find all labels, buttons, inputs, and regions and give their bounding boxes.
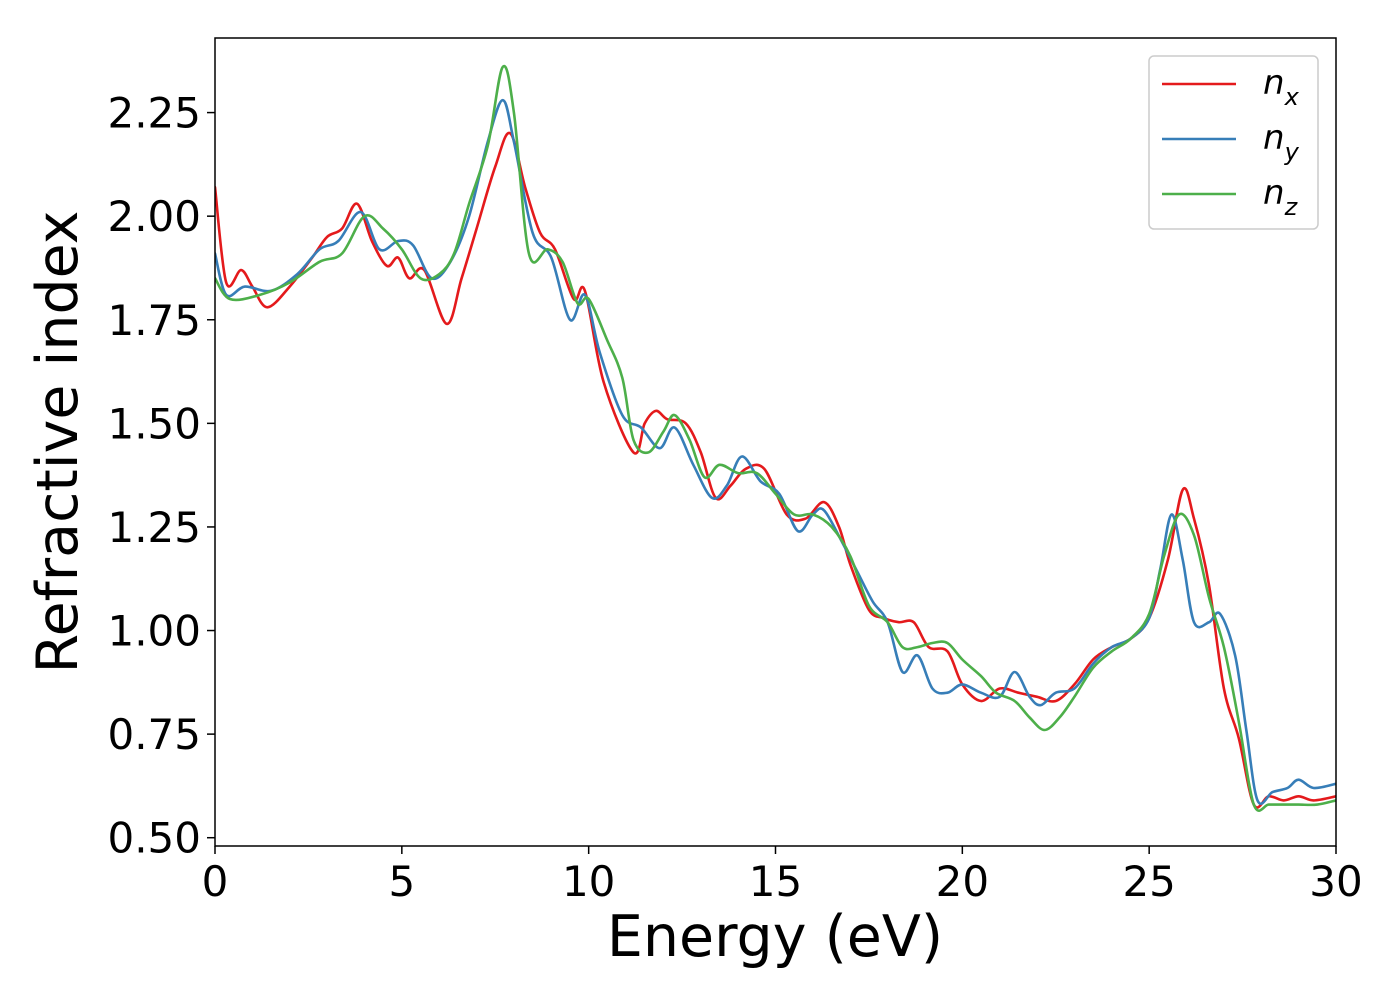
y-axis: 0.50 0.75 1.00 1.25 1.50 1.75 2.00 2.25 <box>107 89 215 863</box>
series-line-y <box>215 98 1336 806</box>
y-tick-label: 1.50 <box>107 399 201 448</box>
x-axis: 0 5 10 15 20 25 30 <box>202 846 1363 906</box>
x-tick-label: 0 <box>202 857 229 906</box>
y-tick-label: 2.00 <box>107 192 201 241</box>
y-tick-label: 1.75 <box>107 296 201 345</box>
series-layer <box>215 64 1336 812</box>
x-tick-label: 15 <box>749 857 802 906</box>
y-tick-label: 0.50 <box>107 814 201 863</box>
y-tick-label: 0.75 <box>107 710 201 759</box>
legend-label-y: ny <box>1263 118 1300 166</box>
x-tick-label: 5 <box>388 857 415 906</box>
x-tick-label: 10 <box>562 857 615 906</box>
x-tick-label: 20 <box>936 857 989 906</box>
y-axis-label: Refractive index <box>25 211 91 674</box>
x-tick-label: 25 <box>1122 857 1175 906</box>
series-line-z <box>215 64 1336 812</box>
legend-label-x: nx <box>1263 63 1300 111</box>
y-tick-label: 2.25 <box>107 89 201 138</box>
x-axis-label: Energy (eV) <box>607 904 943 970</box>
legend: nx ny nz <box>1148 55 1319 230</box>
series-line-x <box>215 131 1336 809</box>
y-tick-label: 1.25 <box>107 503 201 552</box>
x-tick-label: 30 <box>1309 857 1362 906</box>
y-tick-label: 1.00 <box>107 607 201 656</box>
legend-frame <box>1148 55 1319 230</box>
legend-label-z: nz <box>1263 173 1299 221</box>
